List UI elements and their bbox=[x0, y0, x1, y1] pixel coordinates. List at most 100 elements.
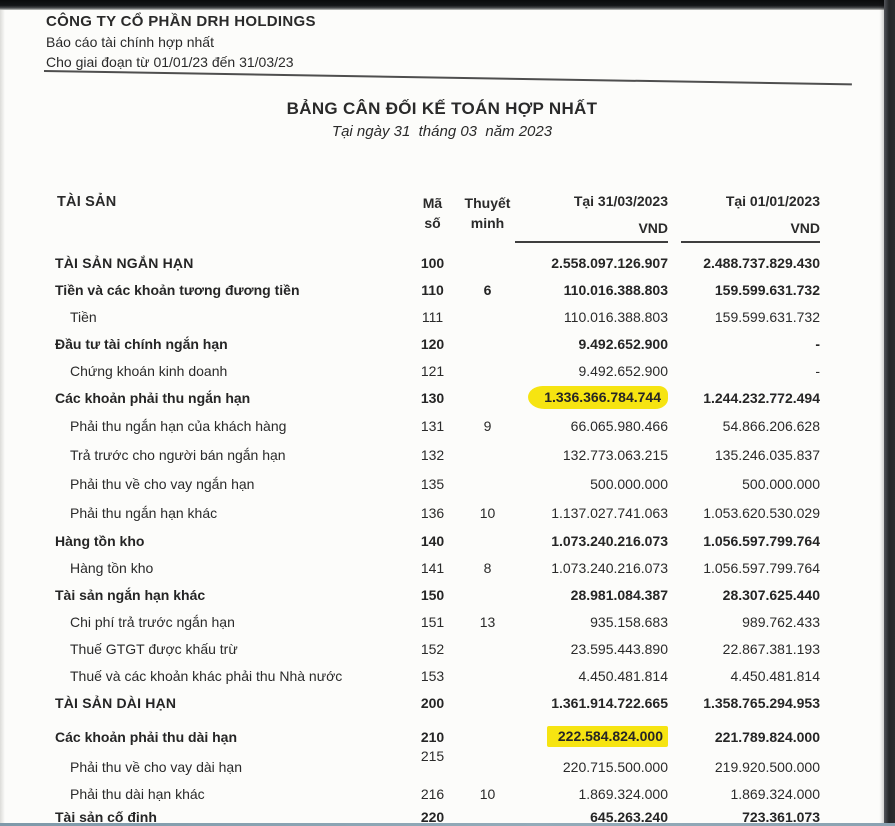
row-label: Tiền và các khoản tương đương tiền bbox=[55, 281, 300, 298]
table-row: Tài sản ngắn hạn khác 150 28.981.084.387 28… bbox=[53, 581, 820, 608]
row-label: Hàng tồn kho bbox=[70, 559, 154, 576]
highlight-marker: 222.584.824.000 bbox=[546, 726, 668, 747]
table-row: Phải thu về cho vay dài hạn 215 220.715.50… bbox=[53, 748, 820, 780]
row-value-prior: 2.488.737.829.430 bbox=[703, 254, 820, 271]
row-label: Chi phí trả trước ngắn hạn bbox=[70, 613, 235, 630]
row-code: 135 bbox=[420, 475, 445, 492]
report-type: Báo cáo tài chính hợp nhất bbox=[46, 34, 214, 50]
row-value-current: 9.492.652.900 bbox=[578, 335, 668, 352]
table-row: Hàng tồn kho 141 8 1.073.240.216.073 1.056.5… bbox=[53, 554, 820, 581]
row-value-current: 132.773.063.215 bbox=[562, 446, 668, 463]
prior-period-date: Tại 01/01/2023 bbox=[725, 193, 820, 209]
row-value-prior: 1.869.324.000 bbox=[730, 785, 820, 802]
row-note: 10 bbox=[479, 785, 496, 802]
row-label: Phải thu ngắn hạn của khách hàng bbox=[70, 417, 287, 434]
row-value-current: 110.016.388.803 bbox=[563, 308, 668, 325]
row-value-prior: 1.053.620.530.029 bbox=[703, 504, 820, 521]
table-row: Đầu tư tài chính ngắn hạn 120 9.492.652.90… bbox=[53, 330, 820, 357]
table-row: Thuế GTGT được khấu trừ 152 23.595.443.890… bbox=[53, 635, 820, 662]
table-row: Phải thu ngắn hạn khác 136 10 1.137.027.741… bbox=[53, 498, 820, 527]
header-divider-line bbox=[43, 70, 852, 86]
row-value-prior: 4.450.481.814 bbox=[730, 667, 820, 684]
current-period-currency: VND bbox=[638, 220, 668, 236]
row-label: TÀI SẢN NGẮN HẠN bbox=[55, 254, 194, 271]
current-period-date: Tại 31/03/2023 bbox=[573, 193, 668, 209]
row-value-prior: 159.599.631.732 bbox=[714, 281, 820, 298]
row-code: 131 bbox=[420, 417, 445, 434]
row-label: Phải thu về cho vay dài hạn bbox=[70, 758, 243, 775]
document-title: BẢNG CÂN ĐỐI KẾ TOÁN HỢP NHẤT bbox=[286, 99, 598, 118]
row-value-prior: 28.307.625.440 bbox=[722, 586, 820, 603]
row-value-prior: 135.246.035.837 bbox=[714, 446, 820, 463]
table-row: TÀI SẢN DÀI HẠN 200 1.361.914.722.665 1.358… bbox=[53, 689, 820, 716]
row-code: 121 bbox=[420, 362, 445, 379]
row-code: 141 bbox=[420, 559, 445, 576]
row-value-prior: 723.361.073 bbox=[742, 808, 820, 825]
table-row: Phải thu dài hạn khác 216 10 1.869.324.000 1… bbox=[53, 780, 820, 807]
document-subtitle: Tại ngày 31 tháng 03 năm 2023 bbox=[331, 123, 553, 140]
row-label: Đầu tư tài chính ngắn hạn bbox=[55, 335, 228, 352]
row-code: 120 bbox=[420, 335, 445, 352]
scan-edge-bottom bbox=[0, 823, 895, 826]
row-code: 150 bbox=[420, 586, 445, 603]
row-label: Phải thu ngắn hạn khác bbox=[70, 504, 218, 521]
row-code: 153 bbox=[420, 667, 445, 684]
row-value-current: 1.361.914.722.665 bbox=[551, 694, 668, 711]
row-value-prior: 989.762.433 bbox=[742, 613, 820, 630]
table-row: Phải thu ngắn hạn của khách hàng 131 9 66.0… bbox=[53, 411, 820, 440]
table-row: Tài sản cố định 220 645.263.240 723.361.073 bbox=[53, 803, 820, 826]
column-header-current-period: Tại 31/03/2023 VND bbox=[515, 190, 668, 243]
row-code: 151 bbox=[420, 613, 445, 630]
row-code: 152 bbox=[420, 640, 445, 657]
row-label: Thuế GTGT được khấu trừ bbox=[70, 640, 238, 657]
table-row: Phải thu về cho vay ngắn hạn 135 500.000.0… bbox=[53, 469, 820, 498]
row-label: Phải thu dài hạn khác bbox=[70, 785, 205, 802]
table-row: Hàng tồn kho 140 1.073.240.216.073 1.056.59… bbox=[53, 527, 820, 554]
row-code: 200 bbox=[420, 694, 445, 711]
row-code: 130 bbox=[420, 389, 445, 406]
row-label: Tiền bbox=[70, 308, 97, 325]
row-label: Chứng khoán kinh doanh bbox=[70, 362, 228, 379]
prior-period-currency: VND bbox=[790, 220, 820, 236]
row-code: 140 bbox=[420, 532, 445, 549]
row-note: 6 bbox=[483, 281, 492, 298]
report-period: Cho giai đoạn từ 01/01/23 đến 31/03/23 bbox=[46, 54, 294, 70]
row-value-current: 220.715.500.000 bbox=[562, 758, 668, 775]
column-header-note: Thuyết minh bbox=[460, 190, 515, 233]
row-value-current: 1.137.027.741.063 bbox=[551, 504, 668, 521]
column-header-code: Mã số bbox=[405, 190, 460, 233]
row-note: 13 bbox=[479, 613, 496, 630]
row-value-current: 9.492.652.900 bbox=[578, 362, 668, 379]
row-value-current: 645.263.240 bbox=[590, 808, 668, 825]
table-row: Chi phí trả trước ngắn hạn 151 13 935.158.6… bbox=[53, 608, 820, 635]
row-note: 9 bbox=[483, 417, 492, 434]
row-code: 100 bbox=[420, 254, 445, 271]
row-label: Phải thu về cho vay ngắn hạn bbox=[70, 475, 255, 492]
row-label: Hàng tồn kho bbox=[55, 532, 145, 549]
scan-edge-left bbox=[0, 0, 5, 826]
row-label: Thuế và các khoản khác phải thu Nhà nước bbox=[70, 667, 343, 684]
table-row: Chứng khoán kinh doanh 121 9.492.652.900 - bbox=[53, 357, 820, 384]
row-code: 132 bbox=[420, 446, 445, 463]
note-header-line2: minh bbox=[470, 215, 505, 231]
row-value-current: 1.336.366.784.744 bbox=[515, 386, 668, 409]
title-block: BẢNG CÂN ĐỐI KẾ TOÁN HỢP NHẤT Tại ngày 3… bbox=[0, 99, 884, 140]
row-value-current: 2.558.097.126.907 bbox=[551, 254, 668, 271]
code-header-line2: số bbox=[424, 215, 441, 231]
table-row: Các khoản phải thu dài hạn 210 222.584.824… bbox=[53, 723, 820, 750]
row-code: 136 bbox=[420, 504, 445, 521]
code-header-line1: Mã bbox=[422, 195, 443, 211]
highlight-marker: 1.336.366.784.744 bbox=[528, 386, 668, 409]
row-value-prior: 1.358.765.294.953 bbox=[703, 694, 820, 711]
row-value-prior: - bbox=[815, 335, 820, 352]
column-header-assets: TÀI SẢN bbox=[57, 194, 117, 210]
row-value-current: 28.981.084.387 bbox=[570, 586, 668, 603]
row-label: Trả trước cho người bán ngắn hạn bbox=[70, 446, 286, 463]
row-value-current: 935.158.683 bbox=[590, 613, 668, 630]
table-row: Tiền và các khoản tương đương tiền 110 6 11… bbox=[53, 276, 820, 303]
company-name: CÔNG TY CỔ PHẦN DRH HOLDINGS bbox=[46, 13, 316, 30]
table-row: Các khoản phải thu ngắn hạn 130 1.336.366.… bbox=[53, 384, 820, 411]
row-code: 210 bbox=[420, 728, 445, 745]
row-value-prior: 1.056.597.799.764 bbox=[703, 532, 820, 549]
